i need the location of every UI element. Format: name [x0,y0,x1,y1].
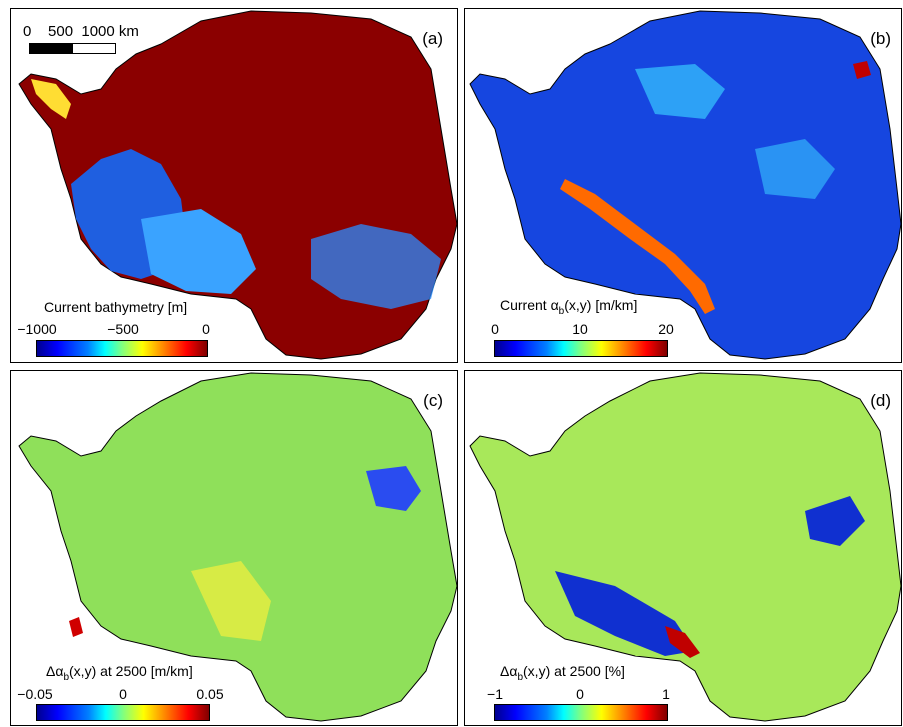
colorbar-title-c: Δαb(x,y) at 2500 [m/km] [46,663,193,683]
colorbar-tick-b-2: 20 [658,321,674,337]
alpha-mid-patches [635,64,725,119]
colorbar-a [36,340,208,357]
colorbar-b [494,340,668,357]
colorbar-tick-d-2: 1 [662,686,670,702]
colorbar-d [494,704,668,721]
delta-alpha-map [18,372,457,722]
bathymetry-mid-region [141,209,256,294]
colorbar-title-a: Current bathymetry [m] [44,299,188,315]
antarctica-landmass [18,372,457,722]
colorbar-tick-c-2: 0.05 [196,686,224,702]
colorbar-title-b: Current αb(x,y) [m/km] [500,297,638,317]
alpha-mid-patches-2 [755,139,835,199]
colorbar-c [36,704,210,721]
alpha-high-ridge [560,179,715,314]
bathymetry-edge-region [31,79,71,119]
delta-blue-zone-east [805,496,865,546]
bathymetry-east-region [311,224,441,309]
panel-a: 0 500 1000 km (a) Current bathymetry [m]… [10,8,458,363]
panel-label-d: (d) [870,391,891,410]
panel-c: (c) Δαb(x,y) at 2500 [m/km] −0.05 0 0.05 [10,370,458,726]
colorbar-tick-a-1: −500 [107,321,139,337]
panel-d: (d) Δαb(x,y) at 2500 [%] −1 0 1 [464,370,902,726]
colorbar-tick-a-2: 0 [202,321,210,337]
antarctica-landmass [469,10,901,360]
colorbar-tick-a-0: −1000 [17,321,57,337]
panel-b: (b) Current αb(x,y) [m/km] 0 10 20 [464,8,902,363]
panel-label-c: (c) [423,391,443,410]
delta-blue-zone [366,466,421,511]
colorbar-tick-b-1: 10 [572,321,588,337]
delta-red-spots [69,617,83,637]
panel-label-a: (a) [422,29,443,48]
delta-red-streak [665,626,700,658]
delta-alpha-percent-map [469,372,901,722]
delta-yellow-zone [191,561,271,641]
alpha-red-spot [853,61,871,79]
antarctica-bathymetry-map [18,10,457,360]
colorbar-tick-c-1: 0 [119,686,127,702]
delta-blue-zone-west [555,571,695,656]
scale-bar [29,43,116,54]
alpha-b-current-map [469,10,901,360]
panel-label-b: (b) [870,29,891,48]
colorbar-tick-d-1: 0 [576,686,584,702]
antarctica-landmass [469,372,901,722]
colorbar-title-d: Δαb(x,y) at 2500 [%] [500,663,625,683]
colorbar-tick-b-0: 0 [491,321,499,337]
colorbar-tick-c-0: −0.05 [17,686,53,702]
colorbar-tick-d-0: −1 [487,686,503,702]
scale-bar-label: 0 500 1000 km [23,23,139,40]
